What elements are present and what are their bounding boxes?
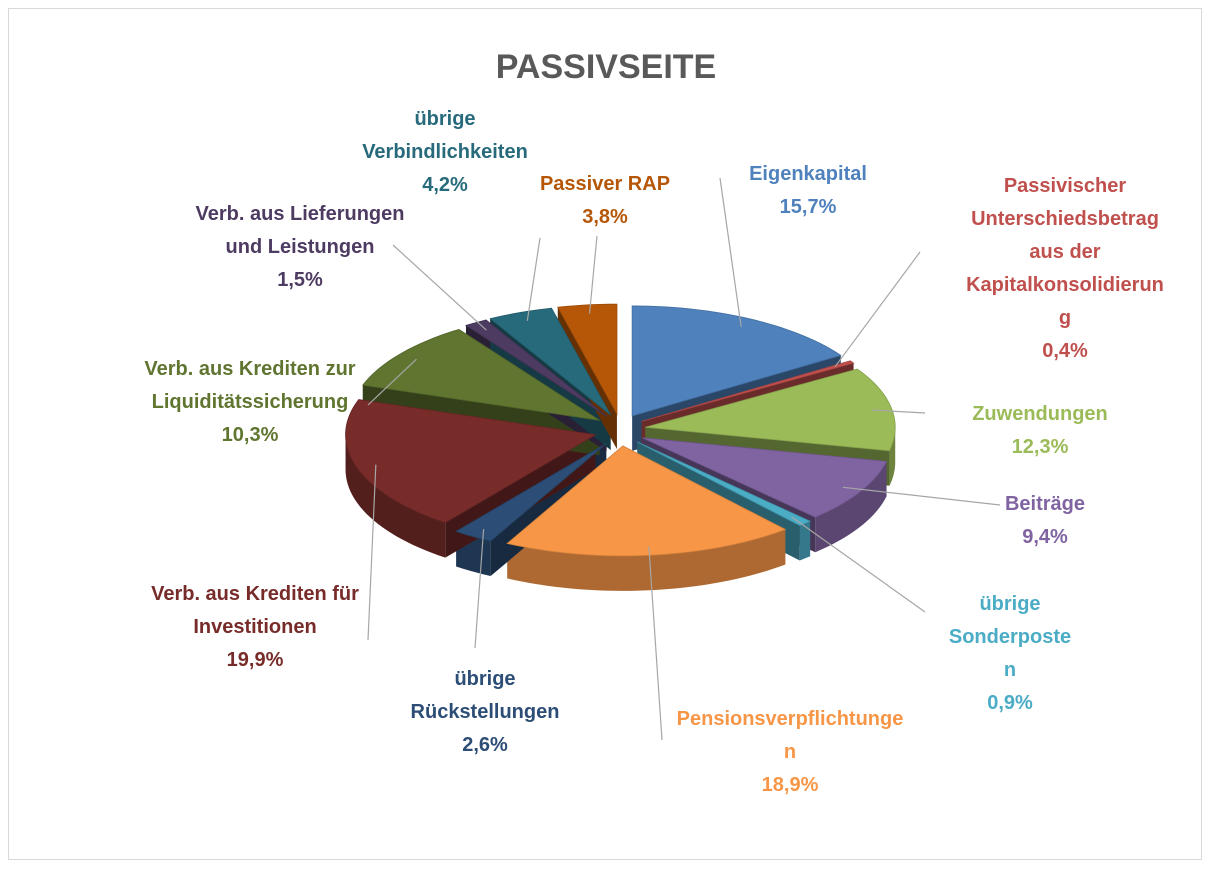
category-label: Passivischer Unterschiedsbetrag aus der … [966,175,1164,329]
slice-side [889,427,896,486]
data-label: übrige Verbindlichkeiten 4,2% [345,103,545,202]
leader-line [719,177,742,327]
leader-line [871,409,926,414]
slice-side [345,434,446,558]
leader-line [367,464,377,641]
value-label: 12,3% [1011,436,1069,458]
category-label: Beiträge [1004,493,1086,515]
data-label: Verb. aus Krediten für Investitionen 19,9… [140,578,370,677]
category-label: Passiver RAP [539,173,671,195]
leader-line [392,244,487,331]
data-label: Passiver RAP 3,8% [525,168,685,234]
category-label: übrige Sonderposten [948,593,1072,681]
slice [455,443,607,542]
value-label: 18,9% [761,774,819,796]
value-label: 0,9% [987,692,1033,714]
category-label: Verb. aus Krediten zur Liquiditätssicher… [144,358,356,413]
leader-line [367,358,417,406]
leader-line [526,237,541,321]
value-label: 9,4% [1022,526,1068,548]
data-label: übrige Rückstellungen 2,6% [395,663,575,762]
category-label: Zuwendungen [972,403,1108,425]
data-label: übrige Sonderposten 0,9% [945,588,1075,720]
chart-title: PASSIVSEITE [495,48,717,86]
slice [637,441,812,526]
value-label: 10,3% [221,424,279,446]
slice-side [507,529,786,591]
slice [361,328,600,421]
leader-line [834,251,921,368]
leader-line [588,235,598,314]
chart-frame [8,8,1202,860]
value-label: 0,4% [1042,340,1088,362]
data-label: Zuwendungen 12,3% [965,398,1115,464]
value-label: 2,6% [462,734,508,756]
value-label: 4,2% [422,174,468,196]
slice [506,445,787,557]
leader-line [474,529,485,649]
category-label: übrige Verbindlichkeiten [362,108,528,163]
slice [642,437,888,518]
data-label: Verb. aus Lieferungen und Leistungen 1,5% [195,198,405,297]
slice [641,360,855,422]
value-label: 1,5% [277,269,323,291]
leader-line [842,486,1001,506]
value-label: 3,8% [582,206,628,228]
leader-line [648,546,663,741]
slice [645,368,896,452]
data-label: Beiträge 9,4% [980,488,1110,554]
slice-side [799,521,811,561]
data-label: Eigenkapital 15,7% [728,158,888,224]
slice [489,307,612,416]
slice [557,303,618,416]
data-label: Pensionsverpflichtungen 18,9% [675,703,905,802]
category-label: Verb. aus Krediten für Investitionen [151,583,359,638]
category-label: Eigenkapital [749,163,867,185]
slice [465,319,607,417]
value-label: 19,9% [226,649,284,671]
category-label: Pensionsverpflichtungen [676,708,904,763]
leader-line [791,516,926,613]
category-label: übrige Rückstellungen [410,668,560,723]
data-label: Passivischer Unterschiedsbetrag aus der … [965,170,1165,368]
category-label: Verb. aus Lieferungen und Leistungen [195,203,405,258]
value-label: 15,7% [779,196,837,218]
slice [631,305,842,417]
slice-side [815,461,887,553]
slice [345,399,597,524]
data-label: Verb. aus Krediten zur Liquiditätssicher… [125,353,375,452]
